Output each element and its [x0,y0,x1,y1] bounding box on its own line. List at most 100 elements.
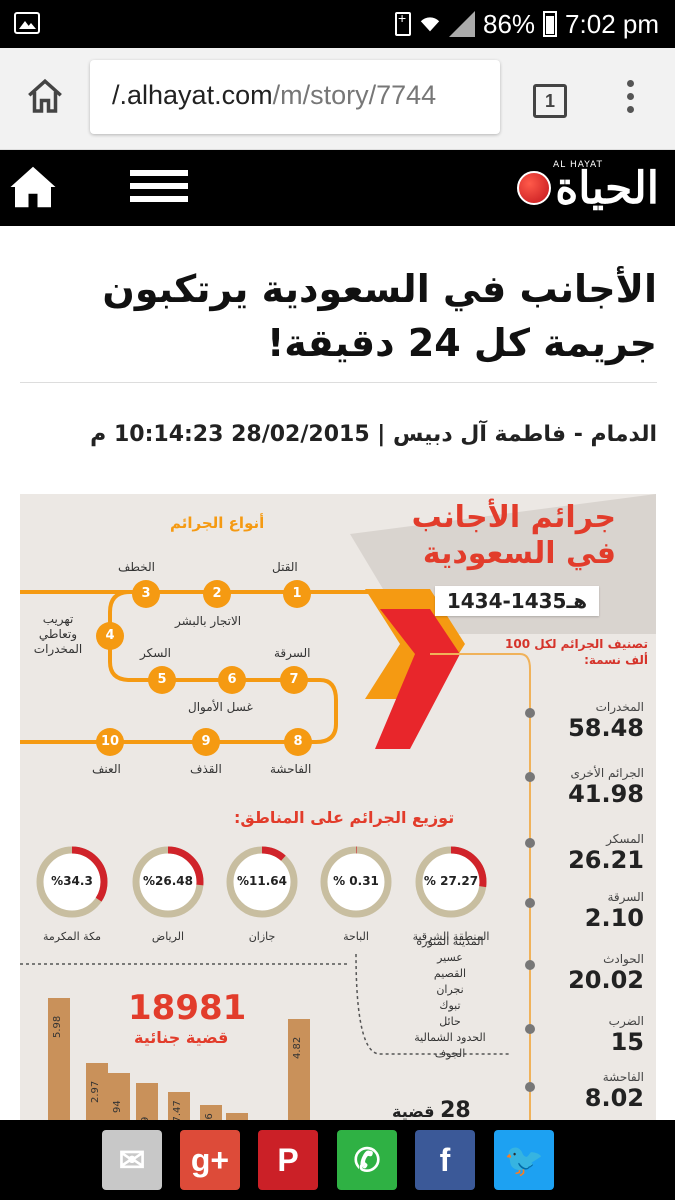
stat-value: 41.98 [568,780,644,808]
crime-node-8: 8 [284,728,312,756]
crime-node-2: 2 [203,580,231,608]
crime-label-3: الخطف [118,560,156,574]
donut-value: %34.3 [51,874,93,888]
site-logo[interactable]: AL HAYAT الحياة [517,156,659,220]
stat-item: الضرب 15 [534,1014,644,1056]
donut-value: % 0.31 [333,874,379,888]
stat-value: 8.02 [584,1084,644,1112]
donut-label: المنطقة الشرقية [412,930,490,943]
crime-label-1: القتل [272,560,298,574]
donut-arc [132,846,204,918]
crime-label-6: غسل الأموال [188,700,253,714]
donut-arc [415,846,487,918]
bar [108,1073,130,1126]
address-bar[interactable]: /.alhayat.com/m/story/7744 [90,60,500,134]
logo-text: الحياة [555,162,659,214]
stat-item: الجرائم الأخرى 41.98 [534,766,644,808]
region-name: نجران [436,983,464,996]
donut-value: %26.48 [143,874,193,888]
region-donut [320,846,392,918]
total-cases-number: 18981 [128,988,247,1028]
twitter-share-button[interactable]: 🐦 [494,1130,554,1190]
infographic-title-line-1: جرائم الأجانب [411,500,616,535]
stat-label: الضرب [608,1014,644,1028]
bar-label: 94 [112,1100,123,1113]
donut-label: الباحة [343,930,369,943]
region-bar-chart: 5.982.97949%7.47%3.961.81154.82 [20,994,320,1126]
stat-value: 20.02 [568,966,644,994]
battery-percent: 86% [483,8,536,39]
region-name: حائل [439,1015,461,1028]
region-name: المدينة المنورة [416,935,484,948]
stat-label: الفاحشة [602,1070,644,1084]
tab-switcher-button[interactable]: 1 [533,84,567,118]
stat-item: الحوادث 20.02 [534,952,644,994]
wifi-icon [420,17,440,32]
region-donut [415,846,487,918]
url-host: /.alhayat.com [112,80,273,110]
infographic-image: أنواع الجرائم جرائم الأجانب في السعودية … [20,494,656,1126]
stat-dot [525,898,535,908]
clock: 7:02 pm [565,8,659,39]
bar-label: 4.82 [292,1036,303,1059]
crime-node-6: 6 [218,666,246,694]
pinterest-share-button[interactable]: P [258,1130,318,1190]
hamburger-menu-icon[interactable] [130,170,188,210]
google-plus-share-button[interactable]: g+ [180,1130,240,1190]
email-share-button[interactable]: ✉ [102,1130,162,1190]
region-name: الحدود الشمالية [414,1031,486,1044]
donut-arc [226,846,298,918]
case-count-number: 28 [440,1098,471,1123]
crime-label-9: القذف [190,762,222,776]
crime-types-heading: أنواع الجرائم [170,514,265,532]
bar [48,998,70,1126]
facebook-share-button[interactable]: f [415,1130,475,1190]
other-regions-list: المدينة المنورة عسير القصيم نجران تبوك ح… [395,934,505,1062]
stat-value: 58.48 [568,714,644,742]
article-byline: الدمام - فاطمة آل دبيس | 28/02/2015 10:1… [90,422,657,447]
battery-icon [543,11,558,37]
donut-label: جازان [248,930,276,943]
logo-latin: AL HAYAT [552,160,603,170]
bar-label: 5.98 [52,1015,63,1038]
infographic-title-line-2: في السعودية [422,536,616,571]
status-bar: 86% 7:02 pm [0,0,675,48]
crime-node-3: 3 [132,580,160,608]
headline-line-2: جريمة كل 24 دقيقة! [266,321,657,365]
stat-item: الفاحشة 8.02 [534,1070,644,1112]
case-count-label: قضية [392,1102,435,1121]
infographic-title: جرائم الأجانب في السعودية [376,500,616,572]
stat-label: المخدرات [595,700,644,714]
article: الأجانب في السعودية يرتكبون جريمة كل 24 … [0,226,675,1126]
browser-toolbar: /.alhayat.com/m/story/7744 1 [0,48,675,150]
crime-label-5: السكر [140,646,171,660]
bar [86,1063,108,1126]
donut-value: % 27.27 [423,874,479,888]
crime-label-7: السرقة [274,646,311,660]
article-headline: الأجانب في السعودية يرتكبون جريمة كل 24 … [20,262,657,370]
region-donut [226,846,298,918]
overflow-menu-icon[interactable] [624,80,636,120]
stat-dot [525,838,535,848]
stat-label: الحوادث [603,952,644,966]
region-name: الجوف [434,1047,466,1060]
status-icons: 86% 7:02 pm [395,0,659,48]
distribution-heading: توزيع الجرائم على المناطق: [234,808,455,827]
bar [168,1092,190,1126]
bar-label: 2.97 [90,1080,101,1103]
infographic-graphics [20,494,656,1126]
ranking-heading: تصنيف الجرائم لكل 100 ألف نسمة: [505,637,648,667]
donut-label: الرياض [151,930,185,943]
home-icon[interactable] [24,76,66,118]
battery-saver-icon [395,10,411,36]
stat-dot [525,1082,535,1092]
whatsapp-share-button[interactable]: ✆ [337,1130,397,1190]
crime-node-4: 4 [96,622,124,650]
share-bar: ✉ g+ P ✆ f 🐦 [0,1120,675,1200]
crime-label-2: الاتجار بالبشر [175,614,242,628]
region-donut [36,846,108,918]
site-home-icon[interactable] [6,160,60,214]
region-donut [132,846,204,918]
donut-value: %11.64 [237,874,287,888]
bar [136,1083,158,1126]
